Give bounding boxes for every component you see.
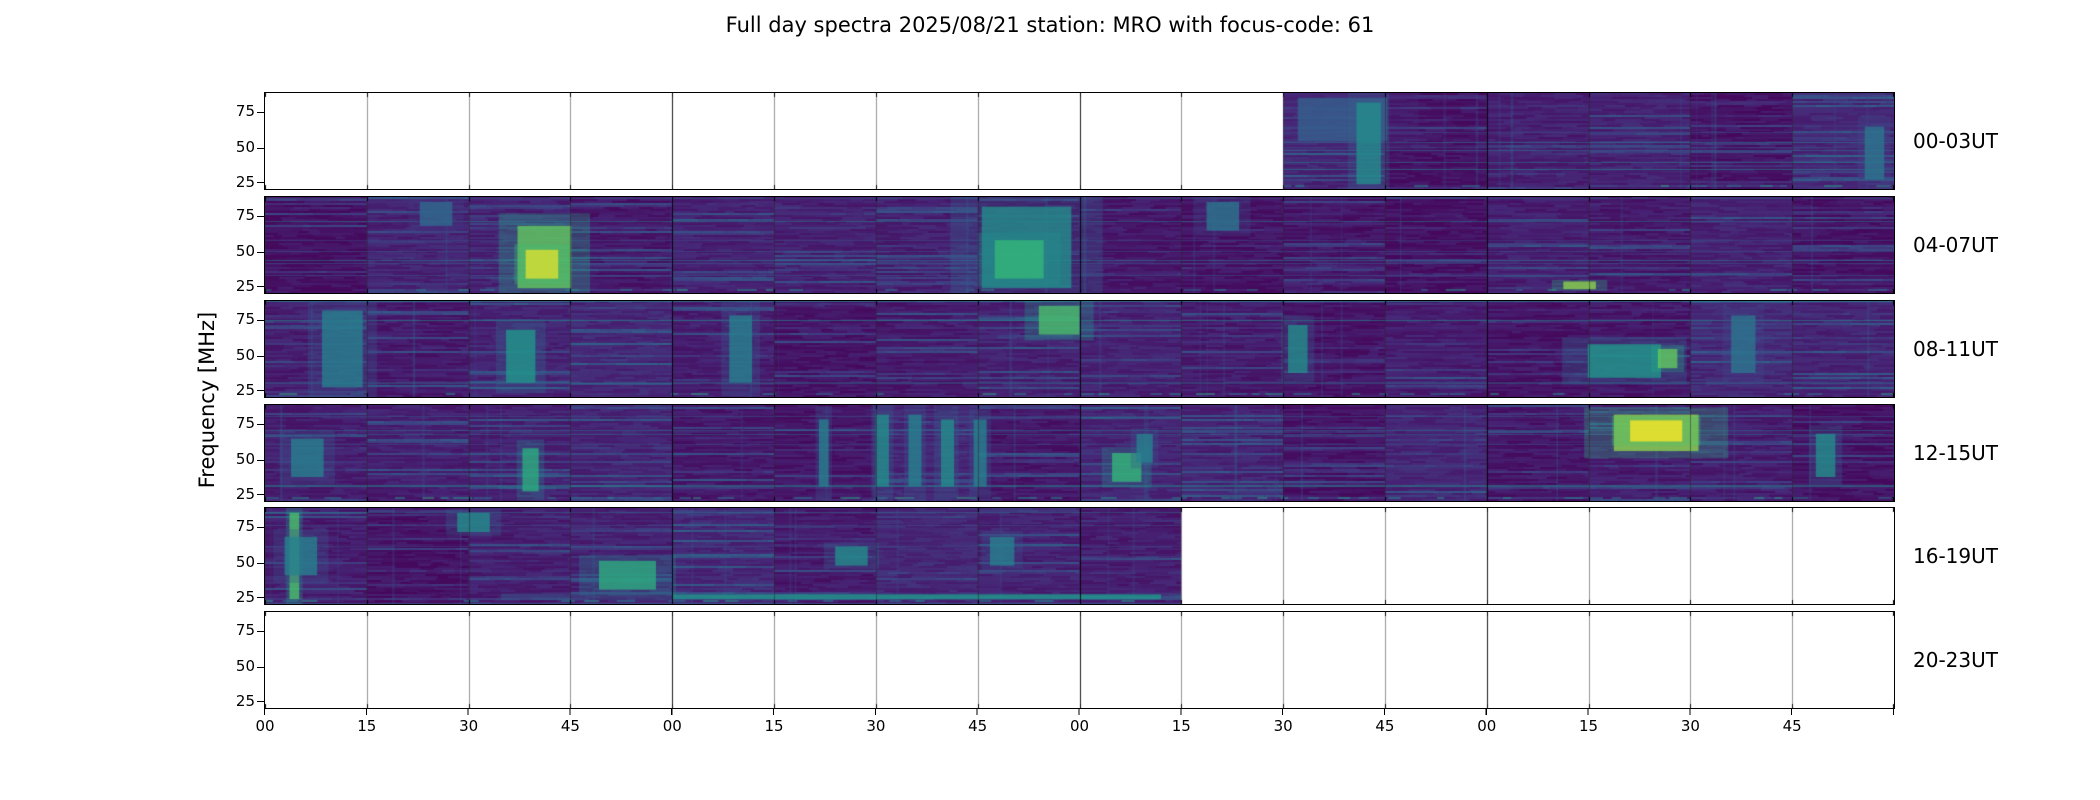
x-tick-label: 00 (255, 717, 275, 735)
y-tick-mark (257, 597, 264, 599)
y-tick-label: 50 (235, 242, 255, 261)
spectrogram-row-04-07ut (264, 196, 1895, 294)
y-tick-label: 75 (235, 102, 255, 121)
y-tick-mark (257, 562, 264, 564)
row-time-label: 00-03UT (1913, 129, 1998, 153)
x-tick-label: 30 (866, 717, 886, 735)
y-tick-label: 75 (235, 621, 255, 640)
x-tick-label: 45 (1375, 717, 1395, 735)
y-tick-mark (257, 423, 264, 425)
y-tick-label: 25 (235, 691, 255, 710)
x-tick-label: 30 (1273, 717, 1293, 735)
y-tick-label: 75 (235, 310, 255, 329)
row-time-label: 12-15UT (1913, 441, 1998, 465)
y-tick-mark (257, 630, 264, 632)
x-tick-label: 45 (1782, 717, 1802, 735)
y-tick-label: 50 (235, 450, 255, 469)
y-tick-mark (257, 215, 264, 217)
spectrogram-row-20-23ut (264, 611, 1895, 709)
y-tick-label: 50 (235, 138, 255, 157)
x-tick-label: 45 (968, 717, 988, 735)
x-tick-label: 45 (560, 717, 580, 735)
y-tick-mark (257, 390, 264, 392)
spectrogram-canvas (265, 508, 1894, 604)
y-tick-label: 75 (235, 414, 255, 433)
x-tick-label: 30 (1680, 717, 1700, 735)
y-tick-label: 25 (235, 172, 255, 191)
x-tick-label: 00 (1477, 717, 1497, 735)
y-tick-mark (257, 147, 264, 149)
spectrogram-row-00-03ut (264, 92, 1895, 190)
spectrogram-row-08-11ut (264, 300, 1895, 398)
x-tick-label: 15 (357, 717, 377, 735)
spectrogram-row-16-19ut (264, 507, 1895, 605)
y-tick-mark (257, 251, 264, 253)
row-time-label: 16-19UT (1913, 544, 1998, 568)
y-tick-mark (257, 286, 264, 288)
row-time-label: 20-23UT (1913, 648, 1998, 672)
y-tick-label: 50 (235, 553, 255, 572)
y-tick-mark (257, 701, 264, 703)
spectrogram-canvas (265, 197, 1894, 293)
y-tick-mark (257, 319, 264, 321)
y-tick-mark (257, 111, 264, 113)
y-tick-label: 50 (235, 346, 255, 365)
y-tick-mark (257, 459, 264, 461)
spectrogram-canvas (265, 93, 1894, 189)
x-tick-label: 15 (1171, 717, 1191, 735)
y-tick-label: 50 (235, 657, 255, 676)
y-tick-label: 25 (235, 587, 255, 606)
y-tick-mark (257, 526, 264, 528)
x-tick-label: 15 (1579, 717, 1599, 735)
figure-title: Full day spectra 2025/08/21 station: MRO… (725, 13, 1375, 37)
y-tick-label: 25 (235, 484, 255, 503)
y-tick-label: 75 (235, 206, 255, 225)
spectrogram-canvas (265, 405, 1894, 501)
spectrogram-canvas (265, 612, 1894, 708)
x-axis-tick-marks (264, 709, 1894, 715)
y-tick-mark (257, 355, 264, 357)
x-tick-label: 15 (764, 717, 784, 735)
row-time-label: 08-11UT (1913, 337, 1998, 361)
y-tick-mark (257, 494, 264, 496)
spectrogram-row-12-15ut (264, 404, 1895, 502)
x-tick-label: 30 (459, 717, 479, 735)
row-time-label: 04-07UT (1913, 233, 1998, 257)
x-tick-label: 00 (662, 717, 682, 735)
y-tick-mark (257, 182, 264, 184)
y-tick-mark (257, 666, 264, 668)
y-tick-label: 25 (235, 380, 255, 399)
x-tick-label: 00 (1069, 717, 1090, 735)
spectrogram-canvas (265, 301, 1894, 397)
y-tick-label: 75 (235, 517, 255, 536)
y-tick-label: 25 (235, 276, 255, 295)
